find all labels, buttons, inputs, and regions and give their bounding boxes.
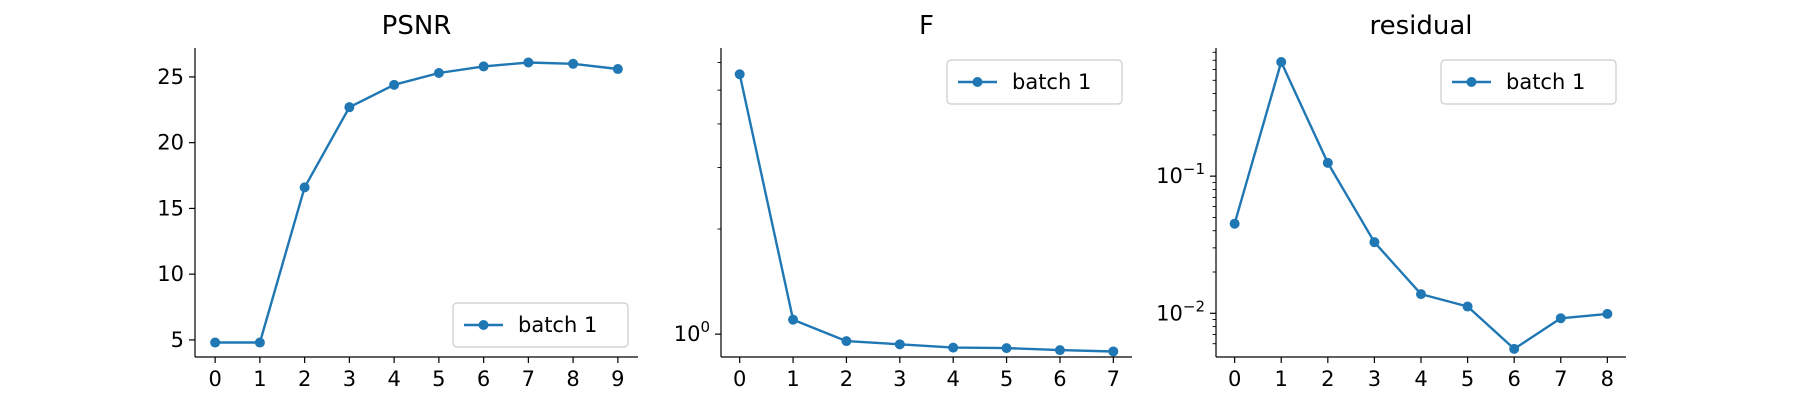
x-tick-label: 5 — [1000, 367, 1013, 391]
data-point — [1555, 313, 1566, 324]
x-tick-label: 1 — [1275, 367, 1288, 391]
legend-box — [452, 302, 629, 348]
data-point — [299, 182, 310, 193]
x-tick-label: 1 — [253, 367, 266, 391]
legend-marker — [972, 77, 983, 87]
legend: batch 1 — [452, 302, 629, 348]
data-point — [210, 337, 221, 348]
y-tick-label: 15 — [157, 196, 184, 220]
legend-label: batch 1 — [1012, 70, 1091, 94]
series-line — [1233, 60, 1608, 351]
data-point — [478, 61, 489, 72]
x-tick-label: 2 — [1321, 367, 1334, 391]
y-tick-label: 10−1 — [1156, 160, 1205, 188]
x-tick-label: 9 — [611, 367, 624, 391]
x-tick-label: 0 — [1228, 367, 1241, 391]
data-point — [1462, 301, 1473, 312]
x-tick-label: 3 — [893, 367, 906, 391]
data-point — [734, 69, 745, 80]
data-point — [1369, 237, 1380, 248]
legend: batch 1 — [946, 59, 1123, 105]
chart-title: PSNR — [382, 11, 452, 41]
data-point — [1276, 56, 1287, 67]
chart-panel-psnr: PSNR 0 1 2 3 4 5 6 7 8 9 5 10 15 20 25 batch 1 — [157, 11, 638, 391]
data-point — [568, 58, 579, 69]
series-line — [738, 74, 1114, 353]
x-tick-label: 7 — [522, 367, 535, 391]
chart-title: residual — [1369, 11, 1472, 41]
legend-marker — [478, 320, 489, 330]
data-point — [254, 337, 265, 348]
x-tick-label: 8 — [566, 367, 579, 391]
chart-panel-residual: residual 0 1 2 3 4 5 6 7 8 10−1 10−2 batch 1 — [1156, 11, 1626, 391]
chart-panel-f: F 0 1 2 3 4 5 6 7 100 batch 1 — [674, 11, 1132, 391]
y-tick-label: 100 — [674, 318, 710, 346]
data-point — [894, 339, 905, 350]
data-point — [1108, 346, 1119, 357]
x-tick-label: 4 — [947, 367, 960, 391]
data-point — [523, 57, 534, 68]
data-point — [788, 314, 799, 325]
data-point — [389, 79, 400, 90]
x-tick-label: 5 — [432, 367, 445, 391]
x-tick-label: 8 — [1601, 367, 1614, 391]
legend-box — [1440, 59, 1617, 105]
data-point — [1054, 345, 1065, 356]
x-tick-label: 1 — [786, 367, 799, 391]
data-point — [1001, 343, 1012, 354]
legend-box — [946, 59, 1123, 105]
legend-marker — [1466, 77, 1477, 87]
data-point — [1509, 343, 1520, 354]
y-tick-label: 10−2 — [1156, 297, 1205, 325]
x-tick-label: 4 — [387, 367, 400, 391]
data-point — [1602, 308, 1613, 319]
x-tick-label: 7 — [1554, 367, 1567, 391]
y-tick-label: 5 — [171, 328, 184, 352]
x-tick-label: 3 — [1368, 367, 1381, 391]
x-tick-label: 2 — [298, 367, 311, 391]
data-point — [1322, 157, 1333, 168]
data-point — [612, 64, 623, 75]
data-point — [344, 102, 355, 113]
x-tick-label: 2 — [840, 367, 853, 391]
y-tick-label: 25 — [157, 65, 184, 89]
x-tick-label: 3 — [343, 367, 356, 391]
x-tick-label: 6 — [477, 367, 490, 391]
legend-label: batch 1 — [1506, 70, 1585, 94]
data-point — [841, 336, 852, 347]
y-tick-label: 10 — [157, 262, 184, 286]
data-point — [1416, 289, 1426, 300]
data-point — [1229, 218, 1240, 229]
legend-label: batch 1 — [518, 313, 597, 337]
x-tick-label: 0 — [208, 367, 221, 391]
x-tick-label: 0 — [733, 367, 746, 391]
x-tick-label: 4 — [1414, 367, 1427, 391]
x-tick-label: 7 — [1107, 367, 1120, 391]
x-tick-label: 6 — [1053, 367, 1066, 391]
legend: batch 1 — [1440, 59, 1617, 105]
series-line — [215, 61, 619, 344]
x-tick-label: 5 — [1461, 367, 1474, 391]
chart-title: F — [919, 11, 934, 41]
data-point — [948, 342, 959, 353]
data-point — [433, 67, 444, 78]
y-tick-label: 20 — [157, 131, 184, 155]
x-tick-label: 6 — [1507, 367, 1520, 391]
